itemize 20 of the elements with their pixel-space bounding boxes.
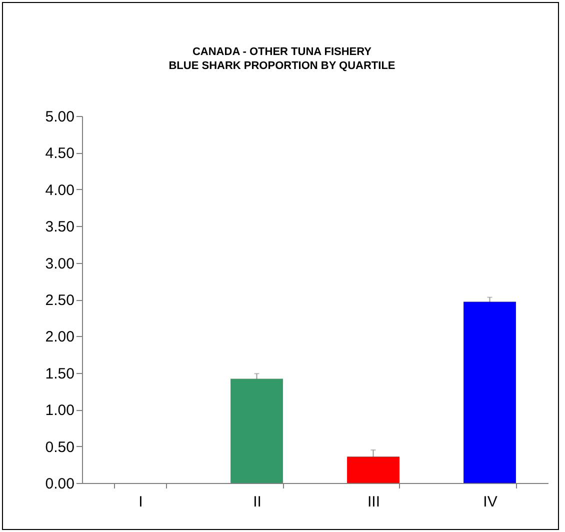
y-tick-label: 0.00	[45, 476, 74, 492]
text: CANADA - OTHER TUNA FISHERY	[192, 46, 372, 58]
y-tick-label: 0.50	[45, 438, 74, 456]
y-tick-label: 3.00	[45, 255, 74, 272]
y-tick-label: 2.50	[45, 292, 74, 309]
bar	[230, 378, 283, 483]
y-tick-label: 1.50	[45, 365, 74, 382]
y-tick-label: 5.00	[45, 108, 74, 126]
y-tick-label: 1.00	[45, 402, 74, 420]
x-tick-label: IV	[483, 494, 498, 510]
bar	[464, 302, 516, 483]
y-tick-label: 2.00	[45, 328, 74, 346]
x-tick-label: I	[138, 494, 143, 510]
x-tick-label: II	[253, 494, 262, 510]
x-tick-label: III	[367, 494, 380, 510]
bar	[347, 456, 400, 483]
text: BLUE SHARK PROPORTION BY QUARTILE	[168, 60, 396, 72]
y-tick-label: 3.50	[45, 218, 74, 236]
y-tick-label: 4.50	[45, 145, 74, 162]
y-tick-label: 4.00	[45, 182, 74, 199]
